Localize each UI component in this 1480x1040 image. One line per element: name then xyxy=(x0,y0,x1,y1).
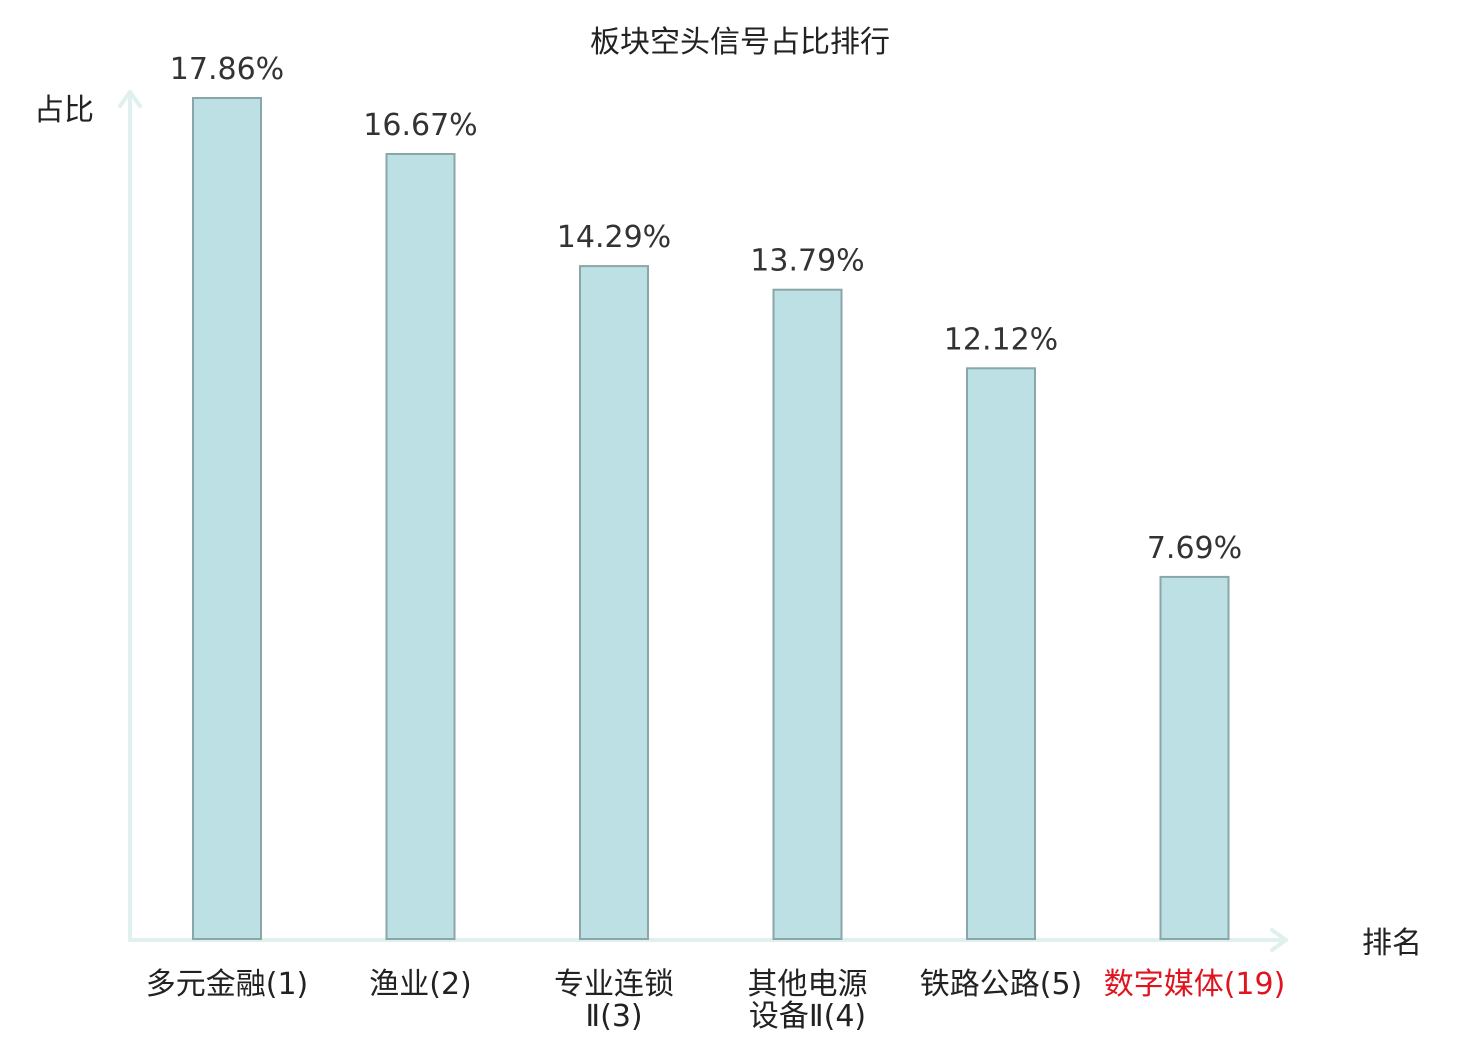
chart-title: 板块空头信号占比排行 xyxy=(590,25,890,60)
category-label-3-line-2: Ⅱ(3) xyxy=(585,999,642,1034)
value-label-6: 7.69% xyxy=(1147,531,1242,566)
x-axis-arrow-icon xyxy=(1270,928,1288,952)
y-axis-title: 占比 xyxy=(34,93,94,128)
category-label-2: 渔业(2) xyxy=(369,967,472,1002)
value-label-5: 12.12% xyxy=(944,322,1058,357)
bar-2 xyxy=(385,153,456,940)
value-label-3: 14.29% xyxy=(557,220,671,255)
category-label-1: 多元金融(1) xyxy=(146,967,309,1002)
category-label-6-line-1: 数字媒体(19) xyxy=(1104,967,1286,1002)
bar-5 xyxy=(966,367,1036,940)
bar-3 xyxy=(579,265,649,941)
category-label-5-line-1: 铁路公路(5) xyxy=(920,967,1083,1002)
category-label-5: 铁路公路(5) xyxy=(920,967,1083,1002)
y-axis-arrow-icon xyxy=(118,90,142,108)
category-label-3: 专业连锁 Ⅱ(3) xyxy=(554,967,674,1034)
bars-layer xyxy=(192,97,1230,941)
category-label-3-line-1: 专业连锁 xyxy=(554,967,674,1002)
value-label-4: 13.79% xyxy=(750,244,864,279)
category-label-4-line-1: 其他电源 xyxy=(748,967,868,1002)
category-label-4: 其他电源设备Ⅱ(4) xyxy=(748,967,868,1034)
bar-6 xyxy=(1159,575,1230,941)
bar-1 xyxy=(192,97,262,940)
axes xyxy=(118,90,1288,952)
value-label-1: 17.86% xyxy=(170,52,284,87)
category-label-1-line-1: 多元金融(1) xyxy=(146,967,309,1002)
bar-4 xyxy=(772,288,843,940)
value-label-2: 16.67% xyxy=(363,108,477,143)
category-label-6: 数字媒体(19) xyxy=(1104,967,1286,1002)
category-label-4-line-2: 设备Ⅱ(4) xyxy=(749,999,866,1034)
category-labels-layer: 多元金融(1) 渔业(2) 专业连锁 Ⅱ(3) 其他电源设备Ⅱ(4) 铁路公路(5) 数字媒… xyxy=(146,967,1286,1034)
category-label-2-line-1: 渔业(2) xyxy=(369,967,472,1002)
x-axis-title: 排名 xyxy=(1362,926,1422,961)
value-labels-layer: 17.86% 16.67% 14.29% 13.79% 12.12% 7.69% xyxy=(170,52,1242,566)
